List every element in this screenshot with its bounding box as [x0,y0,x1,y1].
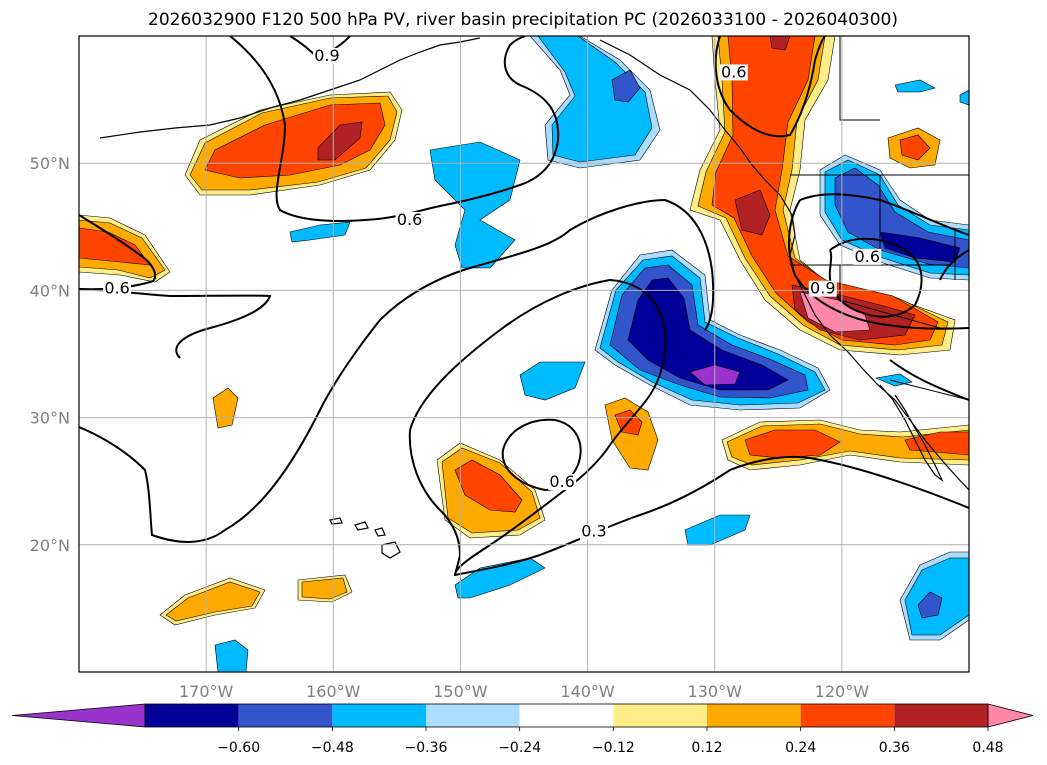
positive-field-subtropical-east-core [744,429,841,459]
colorbar-frame [144,703,989,728]
colorbar-swatch [707,704,801,727]
contour-label: 0.3 [581,522,606,541]
negative-field-small-2 [519,361,586,401]
contour-label-bg [719,64,748,81]
colorbar-tick-label: 0.48 [972,740,1003,756]
hawaii-island-3 [374,527,386,537]
alaska-coastline [99,37,481,139]
lat-tick-label: 40°N [30,281,70,300]
lon-tick-label: 120°W [815,682,870,701]
positive-field-south-2-core [301,577,348,600]
negative-field-northeast-pacific-core [627,277,789,391]
contour-label: 0.6 [104,279,129,298]
pv-contours [79,36,969,577]
figure-title: 2026032900 F120 500 hPa PV, river basin … [148,10,898,30]
alaska-panhandle [599,39,766,181]
colorbar-tick-label: −0.36 [405,740,448,756]
pv-contour-0.6-west-coast [714,36,826,138]
us-mexico-border [889,379,969,401]
colorbar-swatch [145,704,239,727]
pacific-northwest-coast [764,179,969,491]
negative-field-southeast-core [917,591,943,619]
contour-labels: 0.9 0.6 0.6 0.6 0.6 0.9 0.6 0.3 [103,46,882,541]
colorbar-tick-label: −0.24 [498,740,541,756]
contour-label-bg [579,523,608,540]
colorbar-swatch [613,704,707,727]
positive-field-south-1-core [165,581,261,622]
colorbar-swatch [332,704,426,727]
contour-label: 0.6 [397,210,422,229]
negative-field-alaska-coast-max [611,69,641,103]
hawaii-island-1 [329,517,343,525]
negative-field-east-edge [959,89,969,106]
negative-field-alaska-coast-core [537,36,653,163]
positive-field-gulf-alaska-max [317,121,363,161]
negative-field-small-5 [214,639,249,672]
lon-tick-label: 140°W [560,682,615,701]
colorbar-tick-label: −0.12 [592,740,635,756]
pv-contour-0.6-east [889,249,969,401]
contour-label-bg [853,248,882,265]
pv-contour-0.6-dateline-tail [79,288,272,359]
colorbar-swatch [238,704,333,727]
positive-field-bc-interior-core [899,134,931,161]
colorbar-swatch [519,704,614,727]
colorbar-tick-label: 0.12 [691,740,722,756]
contour-label: 0.6 [855,247,880,266]
contour-label-bg [395,211,424,228]
lon-tick-label: 150°W [433,682,488,701]
hawaii-island-2 [354,521,369,531]
lon-tick-labels: 170°W 160°W 150°W 140°W 130°W 120°W [179,682,869,701]
lon-tick-label: 130°W [688,682,743,701]
contour-label-bg [808,280,837,297]
contour-label-bg [312,47,341,64]
pv-contour-0.6-california-loop [788,193,969,330]
lat-tick-label: 30°N [30,409,70,428]
lon-tick-label: 170°W [179,682,234,701]
lat-tick-label: 50°N [30,154,70,173]
colorbar-extend-min [11,703,146,728]
alaska-canada-border [839,36,880,121]
positive-field-top-max [769,36,791,51]
positive-field-gulf-alaska-core [204,102,386,179]
lat-tick-label: 20°N [30,536,70,555]
positive-field-hawaii-north-core [454,459,523,513]
colorbar-tick-label: 0.36 [879,740,910,756]
lat-tick-labels: 50°N 40°N 30°N 20°N [30,154,70,555]
pv-contour-0.6-north-loop [229,36,560,222]
contour-label: 0.9 [810,279,835,298]
lon-tick-label: 160°W [306,682,361,701]
positive-field-northwest-coast-core [711,36,939,346]
colorbar-tick-label: −0.60 [217,740,260,756]
pv-contour-0.3-link [408,429,462,576]
contour-label: 0.6 [549,472,574,491]
hawaii-island-4 [381,541,401,559]
colorbar-swatch [800,704,895,727]
pv-contour-0.3-south [409,278,969,577]
positive-field-california-peak [799,291,871,333]
pv-contour-0.9-inner [828,237,923,318]
colorbar-swatch [426,704,520,727]
coastlines [99,37,969,559]
contour-label-bg [548,474,577,491]
colorbar: −0.60 −0.48 −0.36 −0.24 −0.12 0.12 0.24 0.36 0.4… [11,703,1034,756]
colorbar-extend-max [987,703,1034,728]
colorbar-tick-label: −0.48 [311,740,354,756]
positive-field-oregon-max [734,189,771,236]
colorbar-swatch [894,704,988,727]
map-area: 0.9 0.6 0.6 0.6 0.6 0.9 0.6 0.3 [79,36,969,672]
pv-contour-0.3-large [79,198,715,543]
contour-label-bg [103,280,132,297]
map-frame [78,35,970,673]
colorbar-tick-label: 0.24 [785,740,816,756]
contour-label: 0.9 [314,46,339,65]
negative-field-small-1 [289,221,351,243]
contour-label: 0.6 [721,62,746,81]
negative-field-canada-small [894,79,936,93]
baja-peninsula [879,384,944,482]
